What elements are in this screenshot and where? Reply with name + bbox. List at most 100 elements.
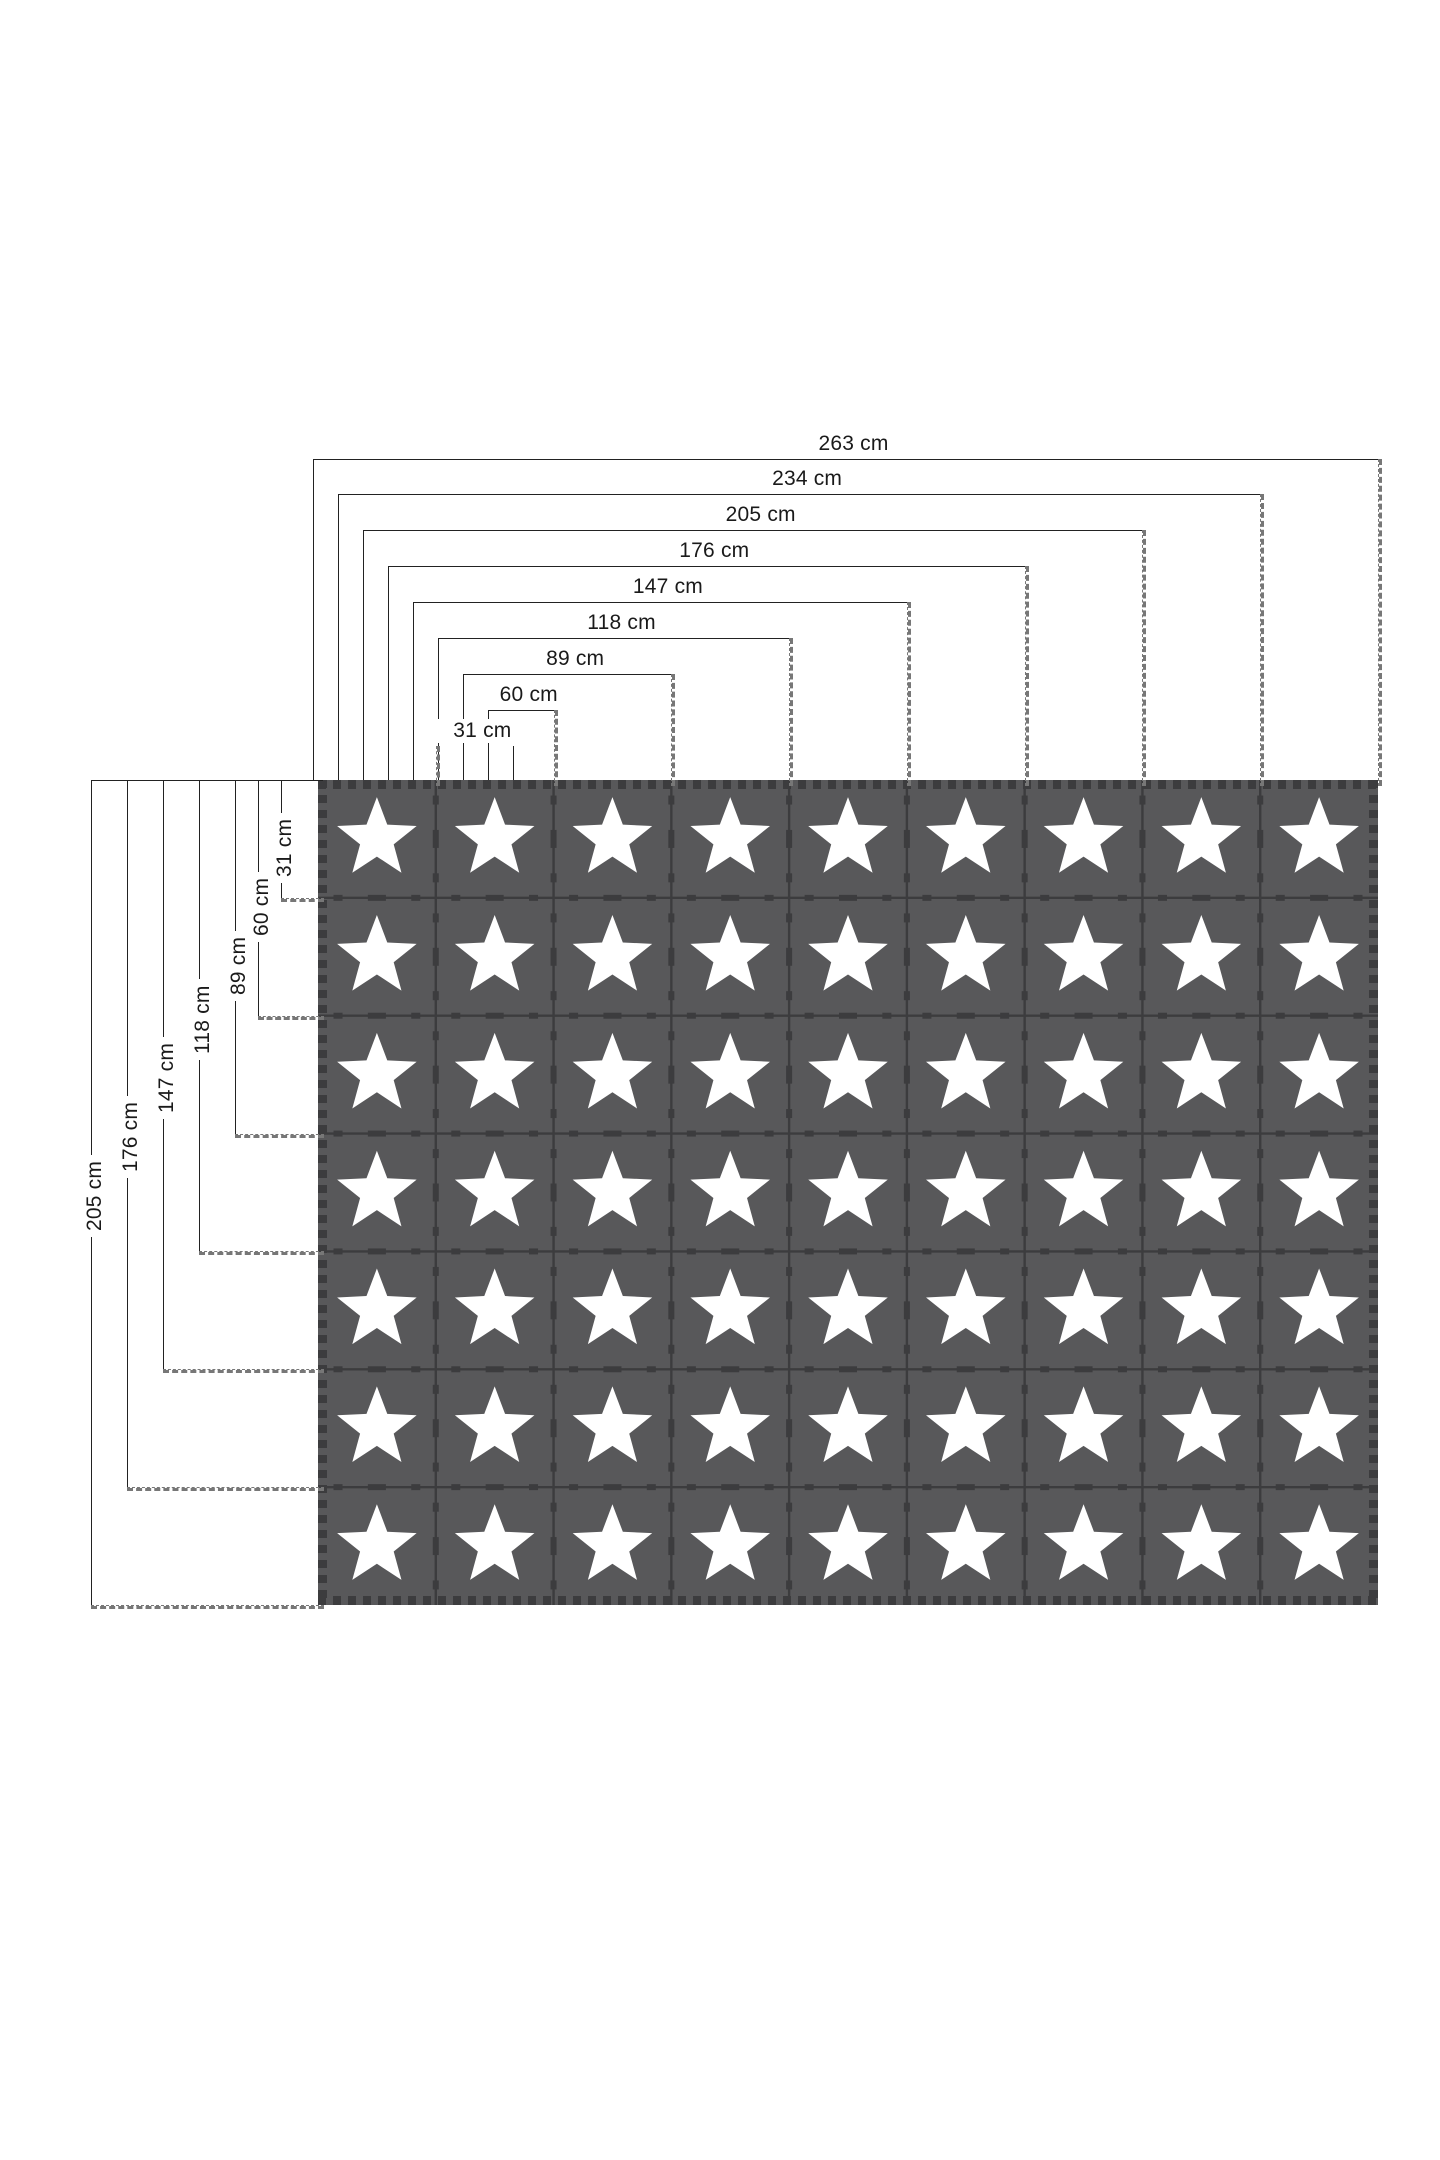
width-dimension-label: 89 cm (523, 647, 628, 671)
star-tile-motif (1043, 1032, 1124, 1109)
star-tile-motif (572, 1268, 653, 1345)
width-extension-line (435, 746, 440, 786)
width-extension-line (1142, 530, 1147, 786)
height-extension-line (127, 1487, 324, 1492)
star-tile-motif (1279, 1032, 1359, 1109)
star-tile-motif (1043, 797, 1124, 873)
star-tile-motif (926, 1032, 1006, 1109)
star-tile-motif (690, 1032, 770, 1109)
width-dimension-tick-left (488, 710, 489, 780)
star-tile-motif (1279, 1150, 1359, 1227)
width-dimension-line (463, 674, 672, 675)
width-extension-line (1378, 459, 1382, 786)
width-extension-line (1024, 566, 1029, 786)
star-tile-motif (337, 797, 417, 873)
star-tile-motif (1279, 914, 1359, 991)
star-tile-motif (337, 1386, 417, 1463)
star-tile-motif (690, 1504, 770, 1580)
star-tile-motif (926, 914, 1006, 991)
star-tile-motif (926, 1150, 1006, 1227)
star-tile-motif (808, 1268, 888, 1345)
star-tile-motif (690, 1386, 770, 1463)
width-dimension-line (413, 602, 907, 603)
star-tile-motif (1161, 1032, 1242, 1109)
width-extension-line (1260, 494, 1265, 786)
star-tile-motif (572, 1504, 653, 1580)
width-extension-line (671, 674, 676, 786)
star-tile-motif (572, 1150, 653, 1227)
star-tile-motif (337, 1032, 417, 1109)
height-extension-line (163, 1369, 324, 1374)
star-tile-motif (1161, 797, 1242, 873)
star-tile-motif (926, 797, 1006, 873)
star-tile-motif (1043, 1150, 1124, 1227)
height-dimension-label: 60 cm (250, 871, 274, 942)
width-dimension-label: 263 cm (801, 432, 906, 456)
width-dimension-label: 118 cm (569, 611, 674, 635)
height-extension-line (235, 1133, 324, 1138)
width-dimension-tick-left (513, 746, 514, 780)
star-tile-motif (454, 1150, 535, 1227)
star-tile-motif (1161, 1386, 1242, 1463)
star-tile-motif (572, 1386, 653, 1463)
star-tile-motif (337, 1504, 417, 1580)
star-tile-motif (1279, 1504, 1359, 1580)
star-tile-motif (454, 1504, 535, 1580)
star-tile-motif (1043, 1268, 1124, 1345)
height-dimension-label: 118 cm (191, 979, 215, 1060)
width-dimension-line (388, 566, 1025, 567)
width-extension-line (553, 710, 558, 786)
width-dimension-line (438, 638, 790, 639)
star-tile-motif (690, 1268, 770, 1345)
star-tile-motif (454, 914, 535, 991)
width-dimension-tick-left (413, 602, 414, 780)
star-tile-motif (690, 914, 770, 991)
height-extension-line (281, 897, 324, 902)
star-tile-motif (926, 1268, 1006, 1345)
star-tile-motif (1279, 1268, 1359, 1345)
width-extension-line (789, 638, 794, 786)
star-tile-motif (808, 1150, 888, 1227)
width-dimension-label: 147 cm (615, 575, 720, 599)
star-tile-motif (808, 797, 888, 873)
height-dimension-label: 205 cm (83, 1154, 107, 1237)
star-tile-motif (1043, 1386, 1124, 1463)
height-dimension-label: 31 cm (273, 812, 297, 883)
star-tile-motif (454, 1032, 535, 1109)
star-tile-motif (1043, 1504, 1124, 1580)
width-dimension-label: 205 cm (708, 503, 813, 527)
star-tile-motif (454, 1268, 535, 1345)
star-tile-motif (1161, 914, 1242, 991)
star-tile-motif (454, 797, 535, 873)
width-dimension-label: 176 cm (662, 539, 767, 563)
width-dimension-tick-left (313, 459, 314, 780)
play-mat (318, 780, 1378, 1605)
height-dimension-label: 147 cm (155, 1036, 179, 1119)
width-dimension-tick-left (438, 638, 439, 780)
star-tile-motif (454, 1386, 535, 1463)
star-tile-motif (808, 1386, 888, 1463)
star-tile-motif (337, 1150, 417, 1227)
width-dimension-line (363, 530, 1143, 531)
star-tile-motif (926, 1504, 1006, 1580)
star-tile-motif (1161, 1268, 1242, 1345)
star-tile-motif (1279, 797, 1359, 873)
star-tile-motif (1043, 914, 1124, 991)
star-tile-motif (572, 797, 653, 873)
star-tile-motif (572, 914, 653, 991)
star-tile-motif (808, 1032, 888, 1109)
puzzle-seams (318, 780, 1378, 1605)
width-dimension-line (488, 710, 554, 711)
star-tile-motif (808, 1504, 888, 1580)
star-tile-motif (1279, 1386, 1359, 1463)
width-dimension-tick-left (363, 530, 364, 780)
height-dimension-label: 176 cm (119, 1095, 143, 1178)
width-dimension-label: 60 cm (476, 683, 581, 707)
width-dimension-line (313, 459, 1378, 460)
star-tile-motif (572, 1032, 653, 1109)
width-dimension-tick-left (388, 566, 389, 780)
width-extension-line (906, 602, 911, 786)
star-tile-motif (808, 914, 888, 991)
height-dimension-tick-top (281, 780, 323, 781)
